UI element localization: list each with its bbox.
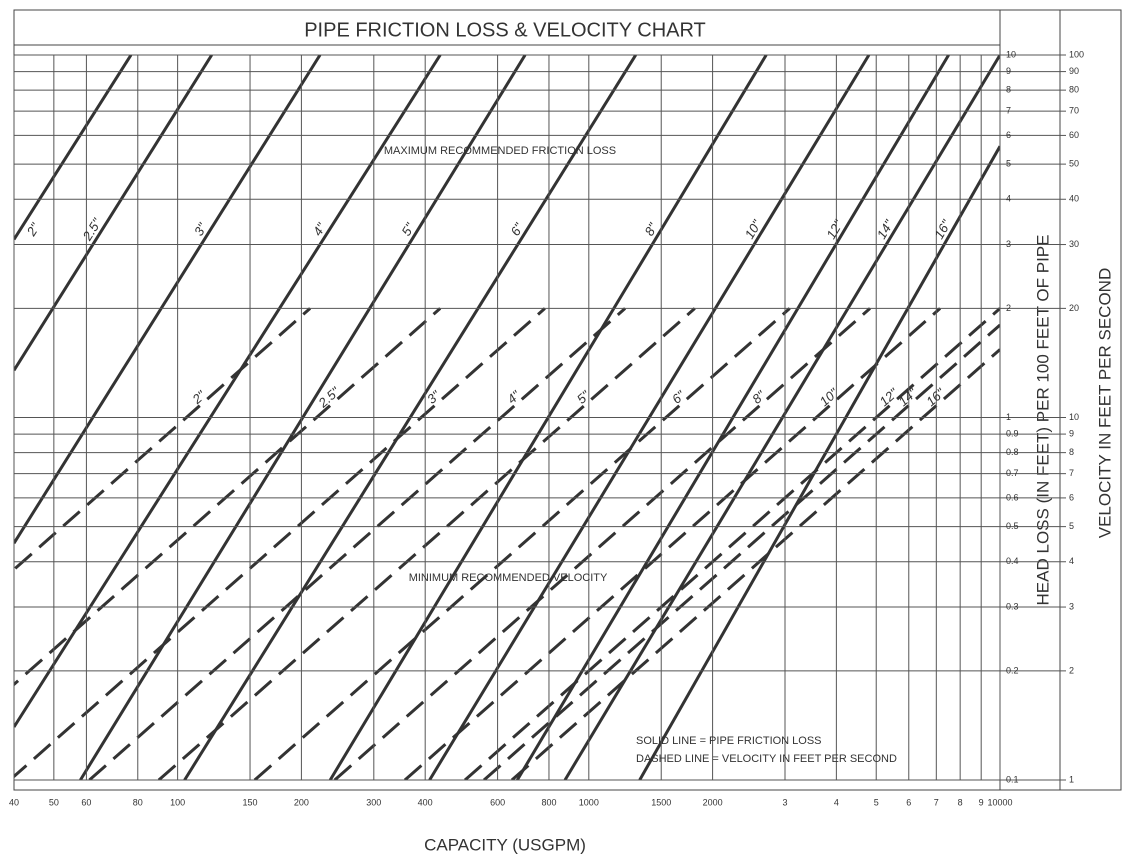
y2-tick-label: 3	[1069, 601, 1074, 611]
velocity-line	[403, 307, 942, 780]
y2-tick-label: 6	[1069, 492, 1074, 502]
x-tick-label: 6	[906, 797, 911, 807]
y-tick-label: 0.9	[1006, 428, 1019, 438]
y-tick-label: 4	[1006, 194, 1011, 204]
x-tick-label: 800	[541, 797, 556, 807]
velocity-line	[88, 307, 627, 780]
velocity-line	[333, 307, 871, 780]
series-label: 2.5"	[315, 383, 344, 411]
series-label: 10"	[742, 216, 765, 241]
velocity-line	[14, 307, 442, 687]
y2-tick-label: 80	[1069, 85, 1079, 95]
x-tick-label: 300	[366, 797, 381, 807]
y2-tick-label: 10	[1069, 412, 1079, 422]
x-tick-label: 1000	[579, 797, 599, 807]
x-tick-label: 40	[9, 797, 19, 807]
y-tick-label: 2	[1006, 303, 1011, 313]
y-tick-label: 5	[1006, 158, 1011, 168]
velocity-line	[157, 307, 696, 780]
y2-tick-label: 8	[1069, 447, 1074, 457]
x-tick-label: 3	[782, 797, 787, 807]
x-tick-label: 9	[979, 797, 984, 807]
x-tick-label: 600	[490, 797, 505, 807]
y2-tick-label: 70	[1069, 106, 1079, 116]
x-tick-label: 100	[170, 797, 185, 807]
x-tick-label: 60	[81, 797, 91, 807]
velocity-line	[483, 323, 1000, 780]
y-tick-label: 3	[1006, 239, 1011, 249]
series-label: 14"	[895, 384, 920, 409]
velocity-line	[464, 307, 1000, 780]
y2-tick-label: 60	[1069, 130, 1079, 140]
friction-line	[14, 55, 322, 544]
y2-tick-label: 90	[1069, 66, 1079, 76]
chart-title: PIPE FRICTION LOSS & VELOCITY CHART	[304, 19, 706, 41]
x-tick-label: 200	[294, 797, 309, 807]
y-tick-label: 10	[1006, 49, 1016, 59]
series-label: 8"	[749, 387, 769, 407]
y-tick-label: 0.8	[1006, 447, 1019, 457]
friction-line	[14, 55, 442, 728]
y-tick-label: 7	[1006, 106, 1011, 116]
y2-tick-label: 50	[1069, 158, 1079, 168]
series-label: 6"	[669, 387, 689, 407]
y-tick-label: 9	[1006, 66, 1011, 76]
y-axis-label: HEAD LOSS (IN FEET) PER 100 FEET OF PIPE	[1033, 235, 1052, 606]
y2-axis-label: VELOCITY IN FEET PER SECOND	[1095, 268, 1114, 539]
y2-tick-label: 30	[1069, 239, 1079, 249]
x-tick-label: 50	[49, 797, 59, 807]
y-tick-label: 0.2	[1006, 665, 1019, 675]
annotation: MINIMUM RECOMMENDED VELOCITY	[409, 572, 608, 584]
series-label: 4"	[504, 387, 524, 407]
x-tick-label: 80	[133, 797, 143, 807]
frame	[13, 9, 1122, 791]
y2-tick-label: 100	[1069, 49, 1084, 59]
x-tick-label: 4	[834, 797, 839, 807]
x-tick-label: 150	[243, 797, 258, 807]
x-tick-label: 7	[934, 797, 939, 807]
x-tick-label: 400	[418, 797, 433, 807]
annotation: DASHED LINE = VELOCITY IN FEET PER SECON…	[636, 753, 897, 765]
y-tick-label: 6	[1006, 130, 1011, 140]
series-label: 10"	[817, 384, 842, 409]
y-tick-label: 1	[1006, 412, 1011, 422]
velocity-line	[14, 307, 312, 572]
y-tick-label: 0.5	[1006, 521, 1019, 531]
y2-tick-label: 9	[1069, 428, 1074, 438]
y-tick-label: 0.4	[1006, 556, 1019, 566]
y-tick-label: 8	[1006, 85, 1011, 95]
y2-tick-label: 1	[1069, 774, 1074, 784]
y-tick-label: 0.3	[1006, 601, 1019, 611]
y-tick-label: 0.1	[1006, 774, 1019, 784]
velocity-line	[253, 307, 791, 780]
series-label: 14"	[874, 216, 897, 241]
y2-tick-label: 2	[1069, 665, 1074, 675]
series-label: 12"	[823, 216, 846, 241]
y2-tick-label: 40	[1069, 194, 1079, 204]
velocity-line	[14, 307, 546, 779]
y-tick-label: 0.7	[1006, 468, 1019, 478]
series-label: 16"	[931, 216, 954, 241]
series-label: 5"	[574, 387, 594, 407]
friction-line	[14, 55, 133, 241]
friction-line	[638, 145, 1000, 780]
y2-tick-label: 4	[1069, 556, 1074, 566]
y2-tick-label: 5	[1069, 521, 1074, 531]
x-tick-label: 8	[958, 797, 963, 807]
series-label: 2"	[189, 387, 210, 408]
annotation: SOLID LINE = PIPE FRICTION LOSS	[636, 735, 822, 747]
friction-line	[14, 55, 213, 372]
x-tick-label: 2000	[703, 797, 723, 807]
annotation: MAXIMUM RECOMMENDED FRICTION LOSS	[384, 145, 616, 157]
y-tick-label: 0.6	[1006, 492, 1019, 502]
x-tick-label: 5	[874, 797, 879, 807]
y2-tick-label: 7	[1069, 468, 1074, 478]
x-axis-label: CAPACITY (USGPM)	[424, 835, 586, 854]
x-tick-label: 1500	[651, 797, 671, 807]
x-tick-label: 10000	[987, 797, 1012, 807]
y2-tick-label: 20	[1069, 303, 1079, 313]
velocity-line	[510, 348, 1000, 780]
